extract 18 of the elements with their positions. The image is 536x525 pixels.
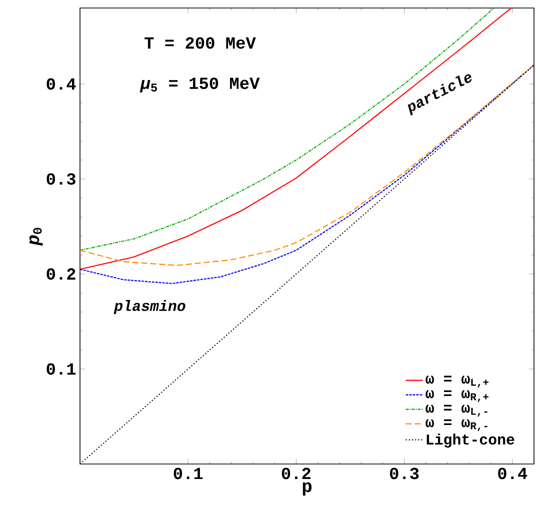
x-tick-label: 0.1 xyxy=(174,468,203,480)
annotation: plasmino xyxy=(114,300,186,314)
annotation: T = 200 MeV xyxy=(144,37,256,49)
y-tick-label: 0.4 xyxy=(46,78,76,90)
x-tick-label: 0.4 xyxy=(498,468,528,480)
x-tick-label: 0.2 xyxy=(282,468,310,480)
y-tick-label: 0.3 xyxy=(46,173,76,185)
annotation: μ$_{5}$ = 150 MeV xyxy=(140,78,260,92)
legend-label: ω = ω$_{L,-}$ xyxy=(426,404,488,417)
x-tick-label: 0.3 xyxy=(390,468,419,480)
y-tick-label: 0.1 xyxy=(46,363,76,375)
y-axis-title: p$_{0}$ xyxy=(29,228,43,246)
legend-label: ω = ω$_{L,+}$ xyxy=(426,376,488,388)
x-axis-title: p xyxy=(302,482,312,496)
legend-label: ω = ω$_{R,+}$ xyxy=(426,390,488,402)
legend-label: Light-cone xyxy=(426,434,514,448)
legend-label: ω = ω$_{R,-}$ xyxy=(426,419,488,432)
y-tick-label: 0.2 xyxy=(46,268,76,280)
